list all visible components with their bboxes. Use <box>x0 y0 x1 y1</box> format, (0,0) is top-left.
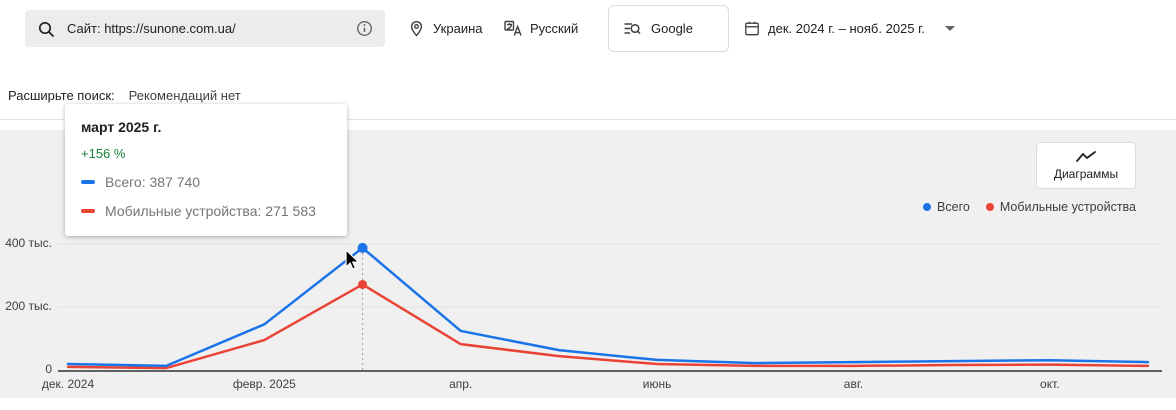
site-search-input[interactable]: Сайт: https://sunone.com.ua/ <box>25 10 385 47</box>
tooltip-change: +156 % <box>81 146 126 161</box>
translate-icon <box>504 20 522 38</box>
mouse-cursor-icon <box>342 248 362 276</box>
expand-search-label: Расширьте поиск: <box>8 88 115 103</box>
total-dash-icon <box>81 180 95 184</box>
location-pin-icon <box>408 20 425 37</box>
info-icon[interactable] <box>356 20 373 37</box>
x-axis-tick-label: авг. <box>843 377 864 391</box>
line-chart-icon <box>1075 150 1097 164</box>
mobile-dot-icon <box>985 203 994 211</box>
location-selector[interactable]: Украина <box>408 0 483 57</box>
tooltip-mobile-row: Мобильные устройства: 271 583 <box>81 203 331 219</box>
legend-mobile-label: Мобильные устройства <box>999 200 1136 214</box>
language-label: Русский <box>530 21 579 36</box>
mobile-dash-icon <box>81 209 95 213</box>
y-axis-tick-label: 200 тыс. <box>5 299 52 313</box>
search-engine-label: Google <box>651 21 693 36</box>
y-axis-tick-label: 400 тыс. <box>5 236 52 250</box>
site-query-text: Сайт: https://sunone.com.ua/ <box>67 21 236 36</box>
y-axis-tick-label: 0 <box>45 362 52 376</box>
x-axis-tick-label: дек. 2024 <box>41 377 95 391</box>
x-axis-tick-label: окт. <box>1040 377 1060 391</box>
chart-tooltip: март 2025 г. +156 % Всего: 387 740 Мобил… <box>65 104 347 236</box>
chevron-down-icon <box>944 26 955 31</box>
header-divider <box>0 119 1176 120</box>
x-axis: дек. 2024 февр. 2025 апр. июнь авг. окт. <box>0 377 1176 393</box>
search-engine-selector[interactable]: Google <box>608 5 729 52</box>
x-axis-tick-label: февр. 2025 <box>232 377 296 391</box>
tooltip-month: март 2025 г. <box>81 119 162 135</box>
expand-search-row: Расширьте поиск: Рекомендаций нет <box>8 88 241 103</box>
recommendations-status: Рекомендаций нет <box>128 88 241 103</box>
chart-legend: Всего Мобильные устройства <box>923 200 1136 214</box>
legend-item-mobile[interactable]: Мобильные устройства <box>985 200 1136 214</box>
legend-total-label: Всего <box>937 200 970 214</box>
language-selector[interactable]: Русский <box>504 0 578 57</box>
search-icon <box>37 20 55 38</box>
tooltip-total-value: Всего: 387 740 <box>105 174 201 190</box>
x-axis-tick-label: апр. <box>449 377 473 391</box>
diagrams-button-label: Диаграммы <box>1053 167 1119 181</box>
total-dot-icon <box>923 203 932 211</box>
location-label: Украина <box>433 21 483 36</box>
tooltip-mobile-value: Мобильные устройства: 271 583 <box>105 203 316 219</box>
date-range-selector[interactable]: дек. 2024 г. – нояб. 2025 г. <box>744 0 955 57</box>
search-engine-icon <box>623 20 641 38</box>
date-range-label: дек. 2024 г. – нояб. 2025 г. <box>768 21 925 36</box>
tooltip-total-row: Всего: 387 740 <box>81 174 331 190</box>
diagrams-button[interactable]: Диаграммы <box>1036 142 1136 189</box>
x-axis-tick-label: июнь <box>642 377 672 391</box>
legend-item-total[interactable]: Всего <box>923 200 970 214</box>
calendar-icon <box>744 20 760 37</box>
